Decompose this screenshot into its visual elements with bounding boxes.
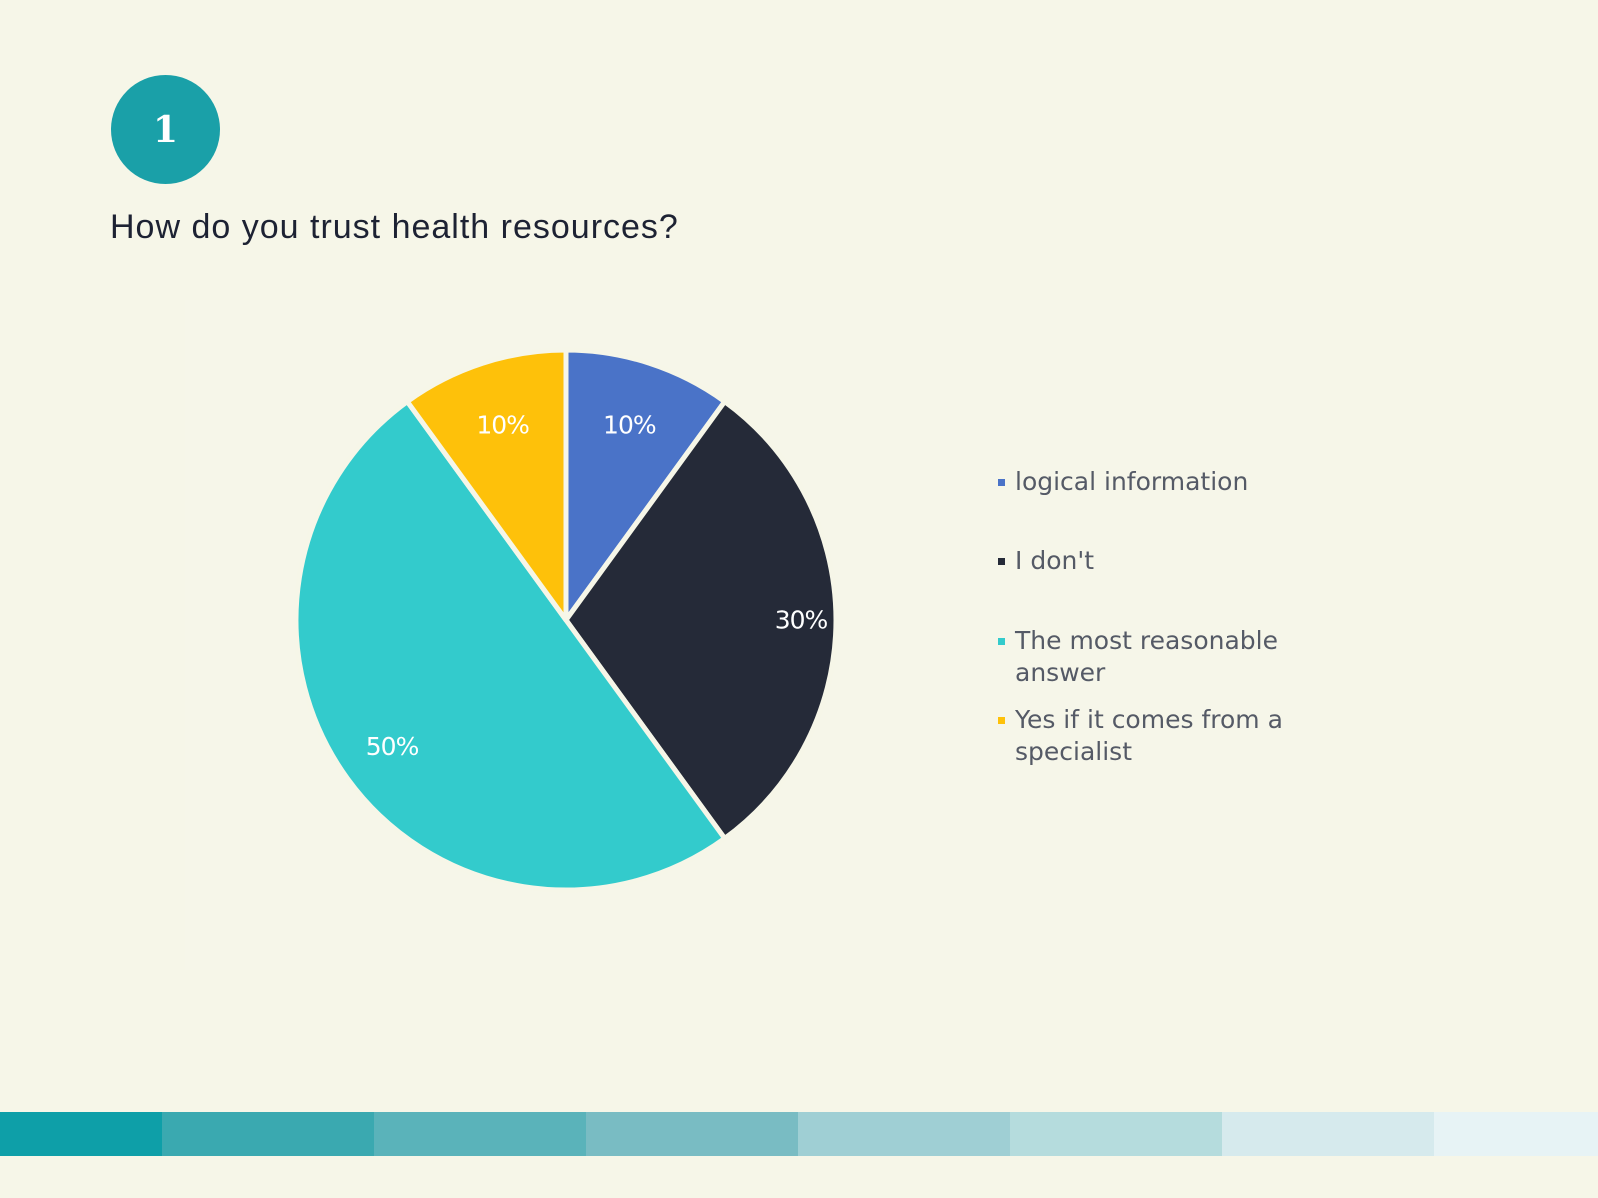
pie-data-label-2: 50% [366, 732, 419, 761]
footer-color-stripes [0, 1112, 1598, 1156]
legend-label: The most reasonable answer [1015, 626, 1278, 687]
legend-label: Yes if it comes from a specialist [1015, 705, 1283, 766]
legend-item-3: Yes if it comes from a specialist [998, 704, 1305, 768]
footer-stripe-0 [0, 1112, 162, 1156]
legend-item-2: The most reasonable answer [998, 625, 1305, 689]
footer-stripe-7 [1434, 1112, 1598, 1156]
pie-slice-0 [563, 347, 728, 623]
legend-label: I don't [1015, 546, 1095, 575]
legend-swatch [998, 479, 1005, 486]
legend-swatch [998, 638, 1005, 645]
pie-data-label-0: 10% [603, 411, 656, 440]
pie-slice-2 [293, 399, 728, 893]
footer-stripe-5 [1010, 1112, 1222, 1156]
question-number: 1 [152, 108, 179, 151]
footer-stripe-2 [374, 1112, 586, 1156]
legend-item-0: logical information [998, 466, 1305, 498]
legend-item-1: I don't [998, 545, 1305, 577]
question-title: How do you trust health resources? [110, 208, 679, 246]
footer-stripe-6 [1222, 1112, 1434, 1156]
legend-label: logical information [1015, 467, 1249, 496]
pie-data-label-3: 10% [476, 411, 529, 440]
pie-slice-1 [563, 399, 839, 841]
legend-swatch [998, 558, 1005, 565]
pie-data-label-1: 30% [775, 606, 828, 635]
pie-slice-3 [404, 347, 569, 623]
footer-stripe-4 [798, 1112, 1010, 1156]
legend-swatch [998, 717, 1005, 724]
question-number-badge: 1 [111, 75, 220, 184]
footer-stripe-3 [586, 1112, 798, 1156]
footer-stripe-1 [162, 1112, 374, 1156]
